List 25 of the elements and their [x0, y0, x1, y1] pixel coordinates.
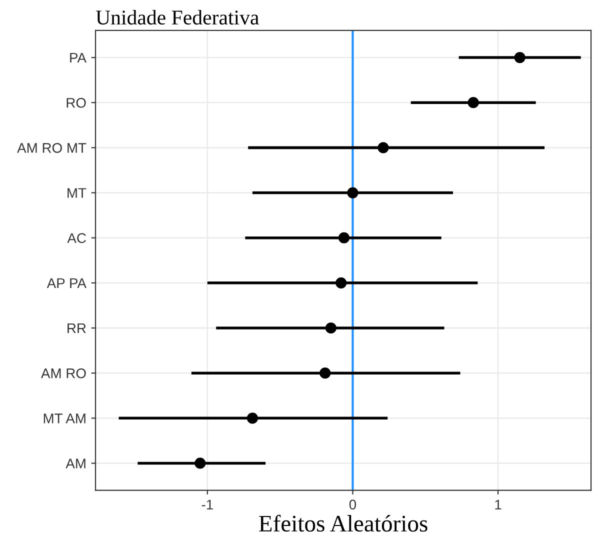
y-tick-label: AP PA: [46, 278, 86, 288]
point: [325, 322, 336, 334]
point: [320, 368, 331, 379]
y-tick-label: AC: [67, 233, 86, 244]
point: [468, 97, 479, 108]
y-tick-label: MT: [68, 188, 86, 198]
point: [246, 412, 258, 424]
point: [378, 142, 389, 154]
x-tick-label: -1: [202, 500, 213, 510]
x-tick-label: 0: [349, 500, 356, 510]
y-tick-label: AM RO: [40, 368, 86, 378]
y-tick-label: RO: [66, 98, 86, 108]
chart-title: Unidade Federativa: [96, 10, 259, 25]
point: [347, 187, 358, 198]
point: [338, 232, 350, 244]
y-tick-label: MT AM: [44, 414, 86, 424]
point: [336, 277, 347, 288]
y-tick-label: PA: [70, 52, 86, 63]
point: [514, 52, 526, 64]
point: [194, 458, 206, 469]
y-tick-label: AM RO MT: [17, 143, 86, 153]
x-tick-label: 1: [495, 500, 502, 510]
y-tick-label: AM: [66, 458, 86, 468]
y-tick-label: RR: [68, 323, 86, 334]
x-axis-title: Efeitos Aleatórios: [259, 514, 428, 532]
